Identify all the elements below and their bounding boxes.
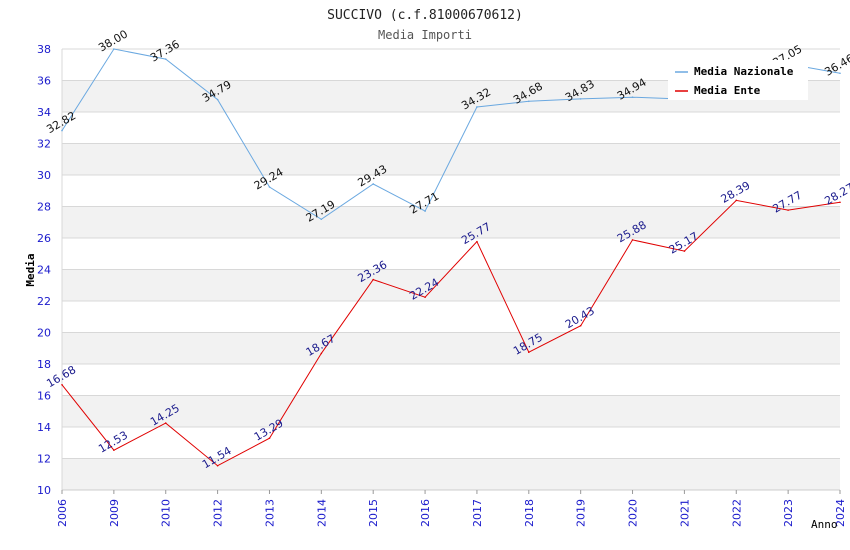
y-tick-label: 38 xyxy=(37,43,51,56)
data-point xyxy=(61,129,63,132)
x-tick-label: 2006 xyxy=(56,499,69,527)
data-point xyxy=(372,278,375,281)
data-point xyxy=(113,48,115,50)
plot-band xyxy=(62,332,840,364)
y-tick-label: 20 xyxy=(37,327,51,340)
plot-band xyxy=(62,458,840,490)
data-point xyxy=(61,383,63,386)
y-axis-label: Media xyxy=(24,253,37,286)
x-tick-label: 2014 xyxy=(315,499,328,527)
data-point xyxy=(579,324,582,327)
legend: Media Nazionale Media Ente xyxy=(668,60,808,100)
data-point xyxy=(268,186,271,188)
plot-band xyxy=(62,364,840,396)
x-tick-label: 2020 xyxy=(627,499,640,527)
x-tick-label: 2012 xyxy=(212,499,225,527)
legend-item-media-nazionale: Media Nazionale xyxy=(694,65,794,78)
x-tick-label: 2018 xyxy=(523,499,536,527)
data-point xyxy=(839,72,841,75)
data-point xyxy=(372,183,375,185)
y-tick-label: 16 xyxy=(37,390,51,403)
data-point xyxy=(164,58,167,60)
data-point xyxy=(683,250,686,252)
data-point xyxy=(631,239,634,241)
chart-subtitle: Media Importi xyxy=(378,28,472,42)
y-tick-label: 36 xyxy=(37,75,51,88)
series-line-media-ente xyxy=(61,199,841,467)
y-tick-label: 18 xyxy=(37,358,51,371)
y-tick-label: 12 xyxy=(37,453,51,466)
y-tick-label: 10 xyxy=(37,484,51,497)
plot-band xyxy=(62,395,840,427)
data-point xyxy=(320,218,323,221)
data-point xyxy=(164,422,167,424)
data-point xyxy=(476,106,478,108)
chart-title: SUCCIVO (c.f.81000670612) xyxy=(327,8,523,23)
plot-band xyxy=(62,175,840,207)
data-point xyxy=(216,464,219,467)
data-point xyxy=(839,201,841,204)
legend-box xyxy=(668,60,808,100)
x-tick-label: 2022 xyxy=(730,499,743,527)
y-tick-label: 32 xyxy=(37,138,51,151)
data-point xyxy=(528,100,530,103)
plot-band xyxy=(62,301,840,333)
y-tick-label: 22 xyxy=(37,295,51,308)
x-tick-label: 2010 xyxy=(160,499,173,527)
x-tick-label: 2024 xyxy=(834,499,847,527)
plot-band xyxy=(62,238,840,270)
data-point xyxy=(216,98,219,101)
data-point xyxy=(476,240,478,243)
plot-band xyxy=(62,206,840,238)
y-axis-ticks: 10 12 14 16 18 20 22 24 26 28 30 32 34 36 38 xyxy=(37,43,51,497)
data-point xyxy=(631,96,634,98)
y-tick-label: 14 xyxy=(37,421,51,434)
x-tick-label: 2016 xyxy=(419,499,432,527)
data-point xyxy=(268,437,271,439)
x-tick-label: 2017 xyxy=(471,499,484,527)
x-tick-label: 2021 xyxy=(678,499,691,527)
data-point xyxy=(424,296,426,299)
data-point xyxy=(735,199,738,202)
x-tick-label: 2009 xyxy=(108,499,121,527)
data-point xyxy=(320,352,323,355)
legend-item-media-ente: Media Ente xyxy=(694,84,761,97)
plot-band xyxy=(62,269,840,301)
x-tick-label: 2013 xyxy=(263,499,276,527)
data-point xyxy=(424,210,426,212)
y-tick-label: 26 xyxy=(37,232,51,245)
y-tick-label: 30 xyxy=(37,169,51,182)
x-tick-label: 2019 xyxy=(575,499,588,527)
data-point xyxy=(528,351,530,353)
x-axis-label: Anno xyxy=(811,518,838,531)
data-point xyxy=(113,449,115,451)
data-point xyxy=(787,209,789,211)
plot-band xyxy=(62,112,840,144)
x-tick-label: 2023 xyxy=(782,499,795,527)
y-tick-label: 34 xyxy=(37,106,51,119)
x-axis-ticks: 2006 2009 2010 2012 2013 2014 2015 2016 2017 2018… xyxy=(56,490,847,527)
x-tick-label: 2015 xyxy=(367,499,380,527)
y-tick-label: 24 xyxy=(37,264,51,277)
plot-band xyxy=(62,427,840,459)
y-tick-label: 28 xyxy=(37,201,51,214)
plot-bands xyxy=(62,49,840,490)
data-point xyxy=(579,98,582,100)
